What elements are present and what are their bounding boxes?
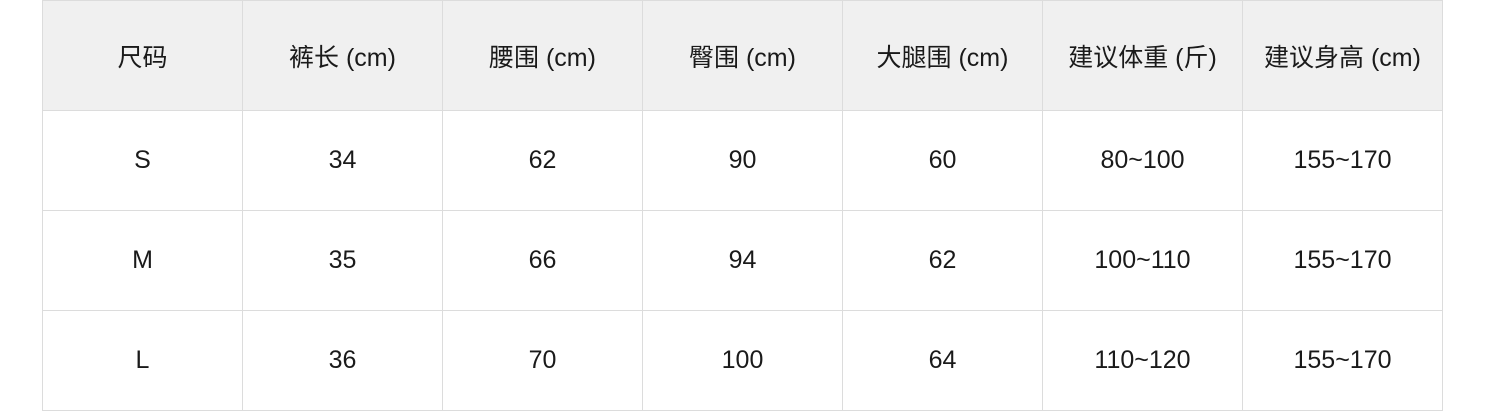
header-row: 尺码 裤长 (cm) 腰围 (cm) 臀围 (cm) 大腿围 (cm) 建议体重… [42, 0, 1443, 111]
cell-waist: 62 [442, 110, 643, 211]
cell-weight: 100~110 [1042, 210, 1243, 311]
cell-height: 155~170 [1242, 210, 1443, 311]
cell-thigh: 60 [842, 110, 1043, 211]
cell-height: 155~170 [1242, 310, 1443, 411]
header-length: 裤长 (cm) [242, 0, 443, 111]
cell-length: 36 [242, 310, 443, 411]
cell-waist: 70 [442, 310, 643, 411]
cell-size: M [42, 210, 243, 311]
table-row: M 35 66 94 62 100~110 155~170 [42, 210, 1443, 311]
table-row: S 34 62 90 60 80~100 155~170 [42, 110, 1443, 211]
cell-thigh: 62 [842, 210, 1043, 311]
cell-thigh: 64 [842, 310, 1043, 411]
cell-size: S [42, 110, 243, 211]
header-weight: 建议体重 (斤) [1042, 0, 1243, 111]
cell-length: 34 [242, 110, 443, 211]
table-row: L 36 70 100 64 110~120 155~170 [42, 310, 1443, 411]
header-waist: 腰围 (cm) [442, 0, 643, 111]
cell-weight: 110~120 [1042, 310, 1243, 411]
header-size: 尺码 [42, 0, 243, 111]
cell-hip: 100 [642, 310, 843, 411]
cell-weight: 80~100 [1042, 110, 1243, 211]
header-height: 建议身高 (cm) [1242, 0, 1443, 111]
cell-height: 155~170 [1242, 110, 1443, 211]
size-chart-table: 尺码 裤长 (cm) 腰围 (cm) 臀围 (cm) 大腿围 (cm) 建议体重… [42, 0, 1443, 411]
cell-size: L [42, 310, 243, 411]
cell-waist: 66 [442, 210, 643, 311]
header-thigh: 大腿围 (cm) [842, 0, 1043, 111]
cell-hip: 90 [642, 110, 843, 211]
cell-length: 35 [242, 210, 443, 311]
header-hip: 臀围 (cm) [642, 0, 843, 111]
cell-hip: 94 [642, 210, 843, 311]
